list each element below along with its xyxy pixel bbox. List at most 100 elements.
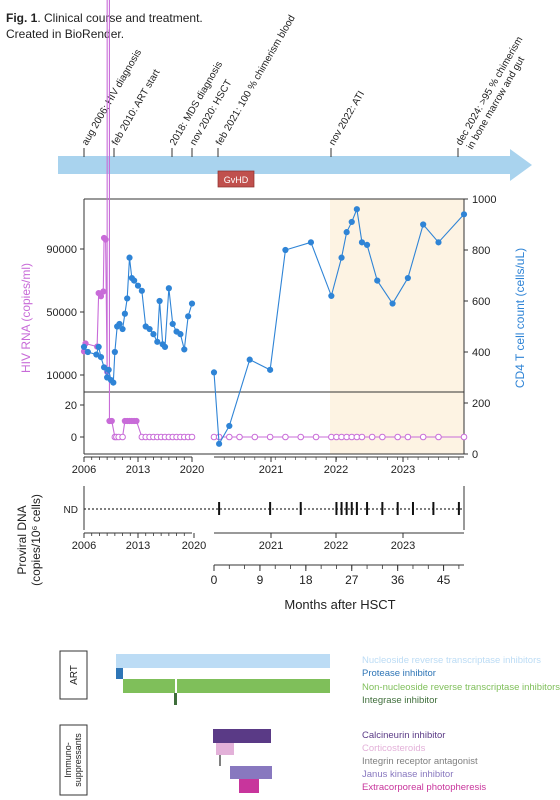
hiv-rna-point [394, 433, 401, 441]
cd4-point [246, 356, 253, 363]
cd4-point [420, 221, 427, 228]
months-tick-label: 9 [257, 573, 264, 587]
cd4-point [404, 274, 411, 282]
hiv-rna-point [419, 433, 427, 441]
cd4-point [282, 246, 289, 254]
months-tick-label: 18 [299, 573, 313, 587]
hiv-rna-point [97, 293, 105, 300]
caption-credit: Created in BioRender. [6, 27, 125, 41]
right-tick-label: 0 [472, 449, 478, 461]
cd4-point [185, 313, 192, 320]
right-tick-label: 200 [472, 398, 490, 410]
art-group-label: ART [69, 665, 80, 685]
cd4-point [119, 325, 126, 333]
cd4-point [131, 277, 138, 284]
cd4-point [348, 218, 355, 226]
cd4-point [124, 295, 131, 302]
cd4-point [181, 346, 188, 353]
therapy-bar [116, 654, 330, 668]
hiv-rna-point [312, 433, 320, 441]
left-tick-label: 0 [71, 432, 77, 444]
therapy-bar [116, 668, 123, 679]
proviral-x-tick-label: 2020 [182, 540, 206, 552]
cd4-point [363, 241, 371, 248]
therapy-bar [239, 779, 259, 793]
x-tick-label: 2020 [180, 464, 204, 476]
cd4-line [83, 257, 193, 384]
left-tick-label: 50000 [46, 307, 77, 319]
therapy-legend-label: Calcineurin inhibitor [362, 730, 445, 741]
hiv-rna-point [251, 433, 259, 441]
cd4-point [134, 282, 142, 289]
hiv-rna-point [188, 433, 196, 441]
gvhd-label: GvHD [224, 175, 249, 185]
hiv-rna-line [83, 0, 192, 438]
hiv-rna-point [379, 433, 386, 441]
therapy-bar-gap [175, 679, 177, 693]
hiv-rna-point [460, 433, 468, 441]
proviral-ylabel-2: (copies/10⁶ cells) [29, 494, 43, 586]
cd4-point [105, 366, 112, 373]
months-tick-label: 45 [437, 573, 451, 587]
months-tick-label: 0 [211, 573, 218, 587]
cd4-point [358, 239, 366, 246]
cd4-point [110, 379, 117, 386]
therapy-bar [174, 693, 177, 705]
therapy-panel: ART Immuno- suppressants Nucleoside reve… [59, 650, 560, 796]
cd4-point [353, 206, 360, 213]
cd4-point [138, 287, 145, 294]
gvhd-bar [217, 170, 255, 188]
hiv-rna-point [266, 433, 274, 441]
right-tick-label: 600 [472, 296, 490, 308]
hiv-rna-point [435, 433, 442, 441]
timeline-event-label: dec 2024: >95 % chimerism [454, 35, 525, 148]
cd4-point [169, 320, 176, 328]
right-tick-label: 800 [472, 245, 490, 257]
hiv-rna-point [119, 433, 126, 441]
months-tick-label: 27 [345, 573, 359, 587]
proviral-dna-chart: ND 2006 2013 2020 2021 2022 2023 0 9 18 27 36 45 Pr… [15, 486, 465, 612]
cd4-point [188, 300, 196, 307]
hiv-rna-point [404, 433, 412, 441]
cd4-point [84, 348, 91, 356]
cd4-point [93, 351, 100, 358]
proviral-x-tick-label: 2021 [259, 540, 283, 552]
x-tick-label: 2006 [72, 464, 96, 476]
hiv-rna-point [297, 433, 305, 441]
proviral-x-tick-label: 2006 [72, 540, 96, 552]
cd4-line [213, 207, 465, 446]
proviral-nd-label: ND [64, 505, 78, 516]
art-group-box [59, 650, 88, 700]
left-tick-label: 10000 [46, 370, 77, 382]
cd4-point [121, 310, 128, 317]
therapy-bar [216, 743, 234, 755]
cd4-point [307, 239, 315, 246]
cd4-point [267, 366, 274, 373]
cd4-point [97, 354, 105, 361]
cd4-point [389, 300, 396, 307]
therapy-legend-label: Janus kinase inhibitor [362, 769, 453, 780]
left-tick-label: 20 [65, 400, 77, 412]
right-tick-label: 400 [472, 347, 490, 359]
cd4-point [156, 297, 163, 305]
left-tick-label: 90000 [46, 244, 77, 256]
hiv-rna-point [236, 433, 243, 441]
shaded-period [330, 199, 464, 454]
hiv-rna-point [282, 433, 289, 441]
immuno-group-box [59, 724, 88, 796]
caption-text: . Clinical course and treatment. [37, 11, 203, 25]
right-axis-label: CD4 T cell count (cells/uL) [513, 248, 527, 388]
hiv-rna-point [108, 417, 115, 425]
cd4-point [111, 348, 118, 356]
therapy-bar [123, 679, 330, 693]
cd4-point [343, 229, 350, 236]
therapy-legend-label: Non-nucleoside reverse transcriptase inh… [362, 682, 560, 693]
timeline-arrow [58, 149, 532, 181]
months-axis-label: Months after HSCT [284, 597, 395, 612]
immuno-group-label-1: Immuno- [63, 742, 73, 778]
figure-caption: Fig. 1. Clinical course and treatment. C… [6, 10, 203, 42]
cd4-point [210, 369, 218, 376]
therapy-legend-label: Nucleoside reverse transcriptase inhibit… [362, 655, 541, 666]
